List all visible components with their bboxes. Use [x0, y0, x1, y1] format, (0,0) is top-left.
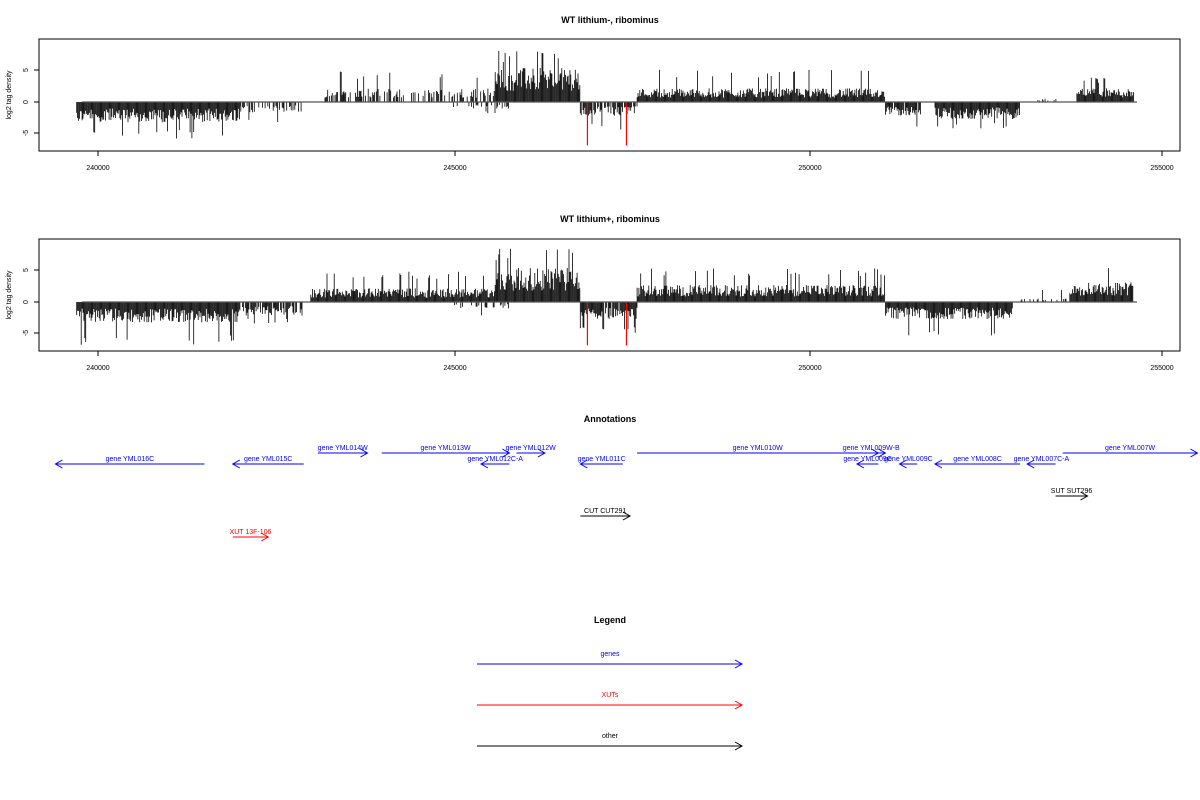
panel-title: WT lithium-, ribominus — [561, 15, 659, 25]
legend-item: genes — [477, 651, 744, 669]
arrowhead-left-icon — [934, 459, 943, 469]
feature-other: SUT SUT296 — [1051, 488, 1093, 501]
feature-label: gene YML011C — [578, 456, 626, 463]
y-axis: -5 0 5 — [23, 268, 39, 336]
feature-xut: XUT 13F-106 — [230, 529, 272, 542]
x-tick-label: 245000 — [443, 165, 466, 172]
plot-frame — [38, 38, 1181, 152]
y-tick-label: 0 — [23, 300, 30, 304]
feature-label: gene YML007C-A — [1014, 456, 1070, 463]
feature-gene: gene YML013W — [381, 445, 511, 458]
feature-gene: gene YML014W — [318, 445, 369, 458]
feature-label: CUT CUT291 — [584, 508, 626, 515]
x-tick-label: 255000 — [1150, 165, 1173, 172]
panel-lithium-minus: WT lithium-, ribominus log2 tag density … — [6, 15, 1181, 172]
feature-label: gene YML009C — [843, 456, 892, 463]
arrowhead-right-icon — [1190, 448, 1199, 458]
annotations-title: Annotations — [584, 414, 637, 424]
highlight-group — [586, 302, 628, 346]
feature-label: gene YML009C — [884, 456, 933, 463]
arrowhead-right-icon — [537, 448, 546, 458]
panel-lithium-plus: WT lithium+, ribominus log2 tag density … — [6, 214, 1181, 372]
feature-gene: gene YML009W-B — [843, 445, 900, 458]
x-tick-label: 240000 — [86, 165, 109, 172]
y-tick-label: 5 — [23, 68, 30, 72]
arrowhead-right-icon — [360, 448, 369, 458]
y-tick-label: -5 — [23, 130, 30, 136]
arrowhead-left-icon — [231, 459, 241, 469]
feature-label: XUT 13F-106 — [230, 529, 272, 536]
arrowhead-right-icon — [734, 700, 744, 710]
arrowhead-right-icon — [734, 659, 744, 669]
feature-gene: gene YML015C — [231, 456, 304, 469]
feature-label: gene YML013W — [421, 445, 471, 452]
legend-item: other — [477, 733, 744, 751]
feature-label: gene YML014W — [318, 445, 368, 452]
feature-gene: gene YML011C — [578, 456, 626, 469]
annotations-panel: Annotations gene YML016C gene YML015Cgene… — [54, 414, 1199, 542]
arrowhead-right-icon — [260, 532, 270, 542]
x-tick-label: 240000 — [86, 365, 109, 372]
feature-label: gene YML008C — [953, 456, 1002, 463]
feature-label: gene YML010W — [733, 445, 783, 452]
arrowhead-left-icon — [855, 459, 865, 469]
legend-label: XUTs — [602, 692, 619, 699]
y-axis: -5 0 5 — [23, 68, 39, 136]
arrowhead-right-icon — [502, 448, 511, 458]
legend-item: XUTs — [477, 692, 744, 710]
bar-group — [76, 51, 1134, 139]
feature-label: gene YML007W — [1105, 445, 1155, 452]
feature-gene: gene YML016C — [54, 456, 205, 469]
x-tick-label: 255000 — [1150, 365, 1173, 372]
x-axis: 240000 245000 250000 255000 — [86, 151, 1174, 172]
legend-items: genes XUTs other — [477, 651, 744, 751]
panel-title: WT lithium+, ribominus — [560, 214, 660, 224]
plot-frame — [38, 238, 1181, 352]
feature-label: gene YML012C-A — [467, 456, 523, 463]
x-tick-label: 250000 — [798, 165, 821, 172]
x-tick-label: 245000 — [443, 365, 466, 372]
feature-gene: gene YML009C — [884, 456, 933, 469]
feature-label: gene YML009W-B — [843, 445, 900, 452]
x-tick-label: 250000 — [798, 365, 821, 372]
feature-gene: gene YML007W — [1062, 445, 1199, 458]
y-tick-label: -5 — [23, 330, 30, 336]
x-axis: 240000 245000 250000 255000 — [86, 351, 1174, 372]
feature-gene: gene YML012C-A — [467, 456, 523, 469]
feature-label: gene YML016C — [106, 456, 155, 463]
arrowhead-left-icon — [579, 459, 588, 469]
feature-other: CUT CUT291 — [580, 508, 632, 521]
highlight-group — [586, 102, 628, 146]
feature-group: gene YML016C gene YML015C gene YML014W gene… — [54, 445, 1199, 542]
legend-label: genes — [600, 651, 620, 658]
arrowhead-left-icon — [480, 459, 489, 469]
arrowhead-right-icon — [1080, 491, 1089, 501]
feature-label: gene YML012W — [506, 445, 556, 452]
feature-gene: gene YML012W — [506, 445, 556, 458]
legend-title: Legend — [594, 615, 626, 625]
y-tick-label: 0 — [23, 100, 30, 104]
y-axis-label: log2 tag density — [6, 270, 13, 320]
feature-gene: gene YML007C-A — [1014, 456, 1070, 469]
y-axis-label: log2 tag density — [6, 70, 13, 120]
arrowhead-left-icon — [898, 459, 907, 469]
arrowhead-right-icon — [878, 448, 887, 458]
legend: Legend genes XUTs other — [477, 615, 744, 751]
feature-label: gene YML015C — [244, 456, 293, 463]
y-tick-label: 5 — [23, 268, 30, 272]
feature-gene: gene YML009C — [843, 456, 892, 469]
legend-label: other — [602, 733, 619, 740]
arrowhead-left-icon — [54, 459, 63, 469]
arrowhead-right-icon — [622, 511, 632, 521]
feature-gene: gene YML008C — [934, 456, 1021, 469]
arrowhead-right-icon — [734, 741, 744, 751]
arrowhead-left-icon — [1026, 459, 1035, 469]
bar-group — [76, 248, 1134, 345]
feature-label: SUT SUT296 — [1051, 488, 1093, 495]
